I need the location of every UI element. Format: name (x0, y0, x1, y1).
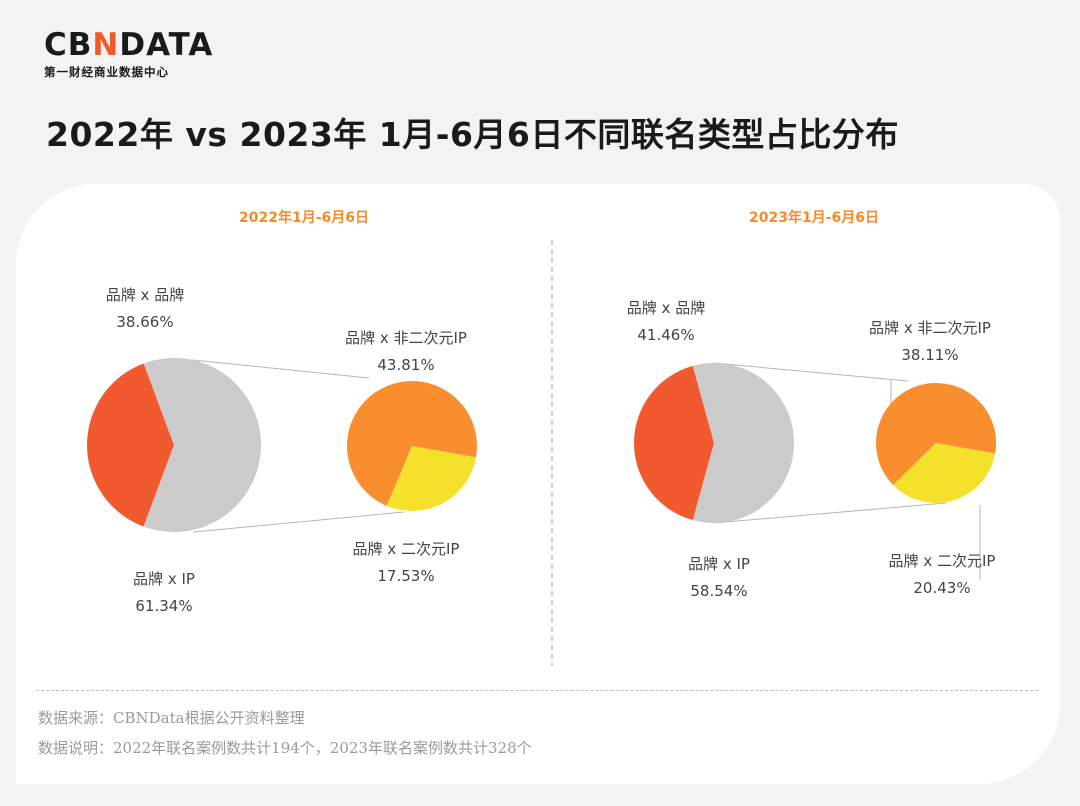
connector-line (713, 362, 909, 382)
label-brand-brand-value: 38.66% (116, 313, 173, 331)
label-brand-ip-name: 品牌 x IP (133, 570, 195, 588)
label-non-acg-ip-value: 38.11% (901, 346, 958, 364)
label-acg-ip-name: 品牌 x 二次元IP (353, 540, 460, 558)
pie-slice-acg-ip (893, 443, 996, 503)
pie-slice-brand-brand (87, 363, 174, 527)
pie-slice-non-acg-ip (347, 381, 478, 506)
label-brand-ip-value: 61.34% (135, 597, 192, 615)
label-non-acg-ip-value: 43.81% (377, 356, 434, 374)
connector-line (192, 511, 405, 533)
label-brand-brand-name: 品牌 x 品牌 (627, 299, 705, 317)
chart-subtitle: 2023年1月-6月6日 (749, 209, 879, 226)
label-acg-ip-value: 17.53% (377, 567, 434, 585)
footer-divider (36, 690, 1038, 691)
data-source-note: 数据来源：CBNData根据公开资料整理 (38, 709, 305, 727)
label-acg-ip-value: 20.43% (913, 579, 970, 597)
label-brand-ip-name: 品牌 x IP (688, 555, 750, 573)
brand-logo: CBNDATA 第一财经商业数据中心 (44, 28, 213, 80)
pie-slice-acg-ip (386, 446, 477, 511)
logo-subtitle: 第一财经商业数据中心 (44, 65, 169, 79)
logo-wordmark: CBNDATA (44, 27, 214, 63)
pie-slice-brand-ip (143, 358, 262, 532)
label-non-acg-ip-name: 品牌 x 非二次元IP (345, 329, 467, 347)
data-description-note: 数据说明：2022年联名案例数共计194个，2023年联名案例数共计328个 (38, 739, 532, 757)
label-brand-ip-value: 58.54% (690, 582, 747, 600)
connector-line (713, 502, 947, 524)
pie-slice-non-acg-ip (876, 383, 997, 485)
pie-slice-brand-ip (692, 363, 794, 523)
label-brand-brand-value: 41.46% (637, 326, 694, 344)
connector-line (192, 359, 370, 379)
pie-slice-brand-brand (634, 365, 714, 521)
chart-subtitle: 2022年1月-6月6日 (239, 209, 369, 226)
label-acg-ip-name: 品牌 x 二次元IP (889, 552, 996, 570)
page-title: 2022年 vs 2023年 1月-6月6日不同联名类型占比分布 (46, 115, 899, 154)
label-brand-brand-name: 品牌 x 品牌 (106, 286, 184, 304)
label-non-acg-ip-name: 品牌 x 非二次元IP (869, 319, 991, 337)
